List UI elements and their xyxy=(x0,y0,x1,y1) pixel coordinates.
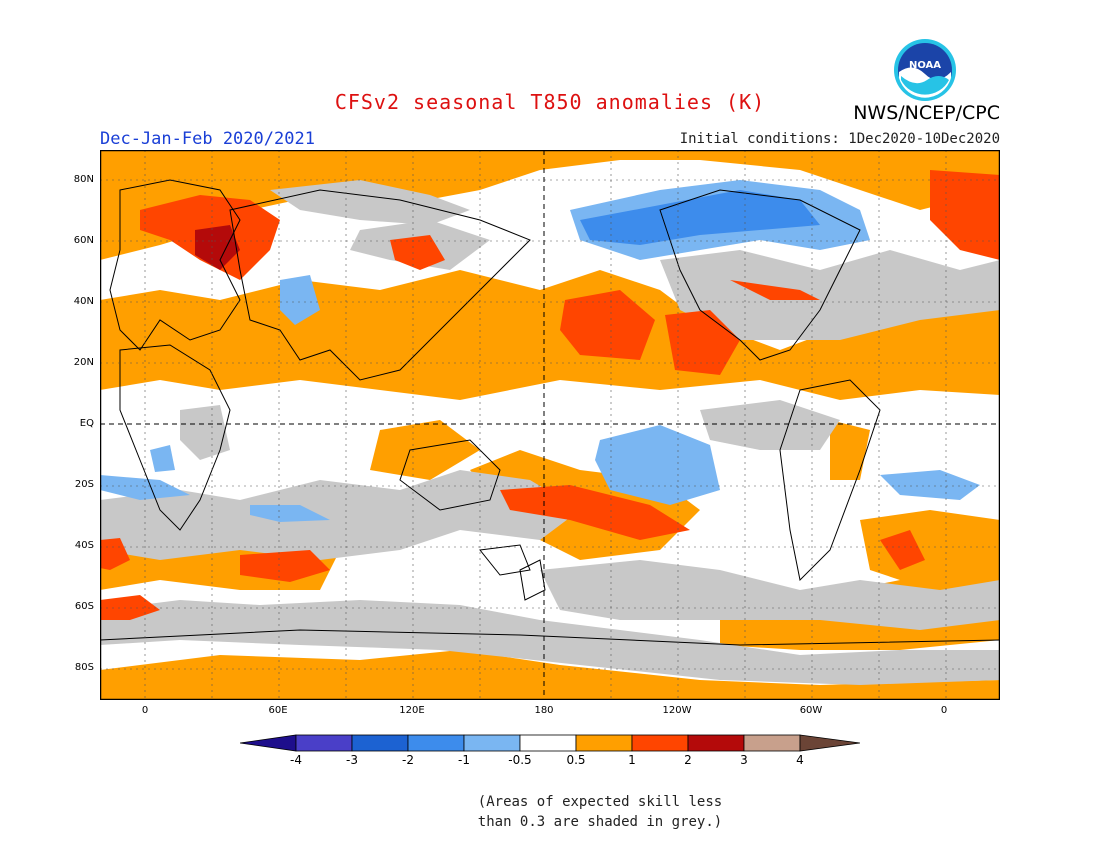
season-label: Dec-Jan-Feb 2020/2021 xyxy=(100,129,315,149)
colorbar-tick-label: -0.5 xyxy=(508,753,532,767)
lat-label: 20N xyxy=(73,357,94,368)
positive-anomaly-region xyxy=(830,420,870,480)
low-skill-region xyxy=(660,250,1000,340)
colorbar-segment xyxy=(743,734,801,752)
noaa-logo-text: NOAA xyxy=(909,60,941,71)
strong-positive-anomaly-region xyxy=(560,290,655,360)
lon-label: 60E xyxy=(268,705,288,716)
anomaly-map xyxy=(100,150,1000,700)
positive-anomaly-region xyxy=(100,650,1000,700)
colorbar-segment xyxy=(407,734,465,752)
strong-positive-anomaly-region xyxy=(500,485,690,540)
colorbar-tick-label: -2 xyxy=(402,753,414,767)
map-frame xyxy=(100,150,1000,700)
colorbar-tick-label: 3 xyxy=(740,753,748,767)
colorbar-tick-label: -4 xyxy=(290,753,302,767)
colorbar-segment xyxy=(519,734,577,752)
low-skill-region xyxy=(180,405,230,460)
lon-label: 180 xyxy=(534,705,554,716)
colorbar-tick-label: 1 xyxy=(628,753,636,767)
lat-label: 80N xyxy=(73,174,94,185)
strong-positive-anomaly-region xyxy=(240,550,330,582)
skill-note-line: (Areas of expected skill less xyxy=(477,794,723,810)
lat-label: 40S xyxy=(74,540,94,551)
lat-label: 40N xyxy=(73,296,94,307)
strong-positive-anomaly-region xyxy=(930,170,1000,260)
colorbar-tick-label: 0.5 xyxy=(566,753,586,767)
strong-positive-anomaly-region xyxy=(100,538,130,570)
very-strong-positive-anomaly-region xyxy=(195,225,240,270)
colorbar xyxy=(240,734,860,752)
lat-label: 60S xyxy=(74,601,94,612)
colorbar-segment xyxy=(351,734,409,752)
colorbar-segment xyxy=(295,734,353,752)
negative-anomaly-region xyxy=(595,425,720,505)
lat-label: 60N xyxy=(73,235,94,246)
low-skill-region xyxy=(540,560,1000,630)
lon-label: 60W xyxy=(799,705,823,716)
low-skill-region xyxy=(100,470,580,560)
strong-positive-anomaly-region xyxy=(880,530,925,570)
lat-label: EQ xyxy=(79,418,94,429)
positive-anomaly-region xyxy=(100,150,1000,260)
skill-note: (Areas of expected skill less than 0.3 a… xyxy=(0,792,1100,832)
lat-label: 80S xyxy=(74,662,94,673)
agency-label: NWS/NCEP/CPC xyxy=(853,102,1000,124)
lat-label: 20S xyxy=(74,479,94,490)
low-skill-region xyxy=(270,180,470,225)
skill-note-line: than 0.3 are shaded in grey.) xyxy=(477,814,723,830)
lon-label: 0 xyxy=(940,705,948,716)
chart-title: CFSv2 seasonal T850 anomalies (K) xyxy=(334,90,766,114)
colorbar-segment xyxy=(575,734,633,752)
colorbar-segment xyxy=(687,734,745,752)
initial-conditions-label: Initial conditions: 1Dec2020-10Dec2020 xyxy=(679,131,1000,147)
coastlines xyxy=(100,179,1000,646)
low-skill-region xyxy=(700,400,840,450)
negative-anomaly-region xyxy=(880,470,980,500)
lon-label: 120E xyxy=(399,705,425,716)
negative-anomaly-region xyxy=(280,275,320,325)
lon-label: 120W xyxy=(662,705,692,716)
colorbar-tick-label: 2 xyxy=(684,753,692,767)
strong-positive-anomaly-region xyxy=(390,235,445,270)
noaa-logo: NOAA xyxy=(894,39,956,101)
strong-negative-anomaly-region xyxy=(580,190,820,245)
graticule xyxy=(100,150,1000,700)
colorbar-tick-label: 4 xyxy=(796,753,804,767)
colorbar-tick-label: -3 xyxy=(346,753,358,767)
colorbar-segment xyxy=(463,734,521,752)
positive-anomaly-region xyxy=(100,270,1000,400)
positive-anomaly-region xyxy=(370,420,480,480)
colorbar-segment xyxy=(631,734,689,752)
negative-anomaly-region xyxy=(250,505,330,522)
negative-anomaly-region xyxy=(150,445,175,472)
colorbar-segment xyxy=(240,734,297,752)
positive-anomaly-region xyxy=(860,510,1000,590)
colorbar-tick-label: -1 xyxy=(458,753,470,767)
low-skill-region xyxy=(100,600,1000,685)
colorbar-segment xyxy=(799,734,860,752)
strong-positive-anomaly-region xyxy=(730,280,820,300)
lon-label: 0 xyxy=(141,705,149,716)
